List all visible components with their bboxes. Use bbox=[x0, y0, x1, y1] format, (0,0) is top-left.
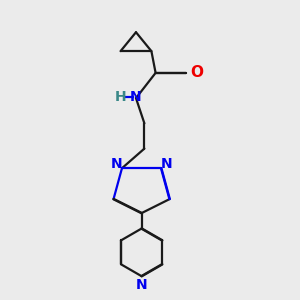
Text: H: H bbox=[115, 90, 126, 104]
Text: N: N bbox=[110, 157, 122, 171]
Text: N: N bbox=[161, 157, 172, 171]
Text: N: N bbox=[136, 278, 147, 292]
Text: N: N bbox=[130, 90, 142, 104]
Text: O: O bbox=[190, 65, 203, 80]
